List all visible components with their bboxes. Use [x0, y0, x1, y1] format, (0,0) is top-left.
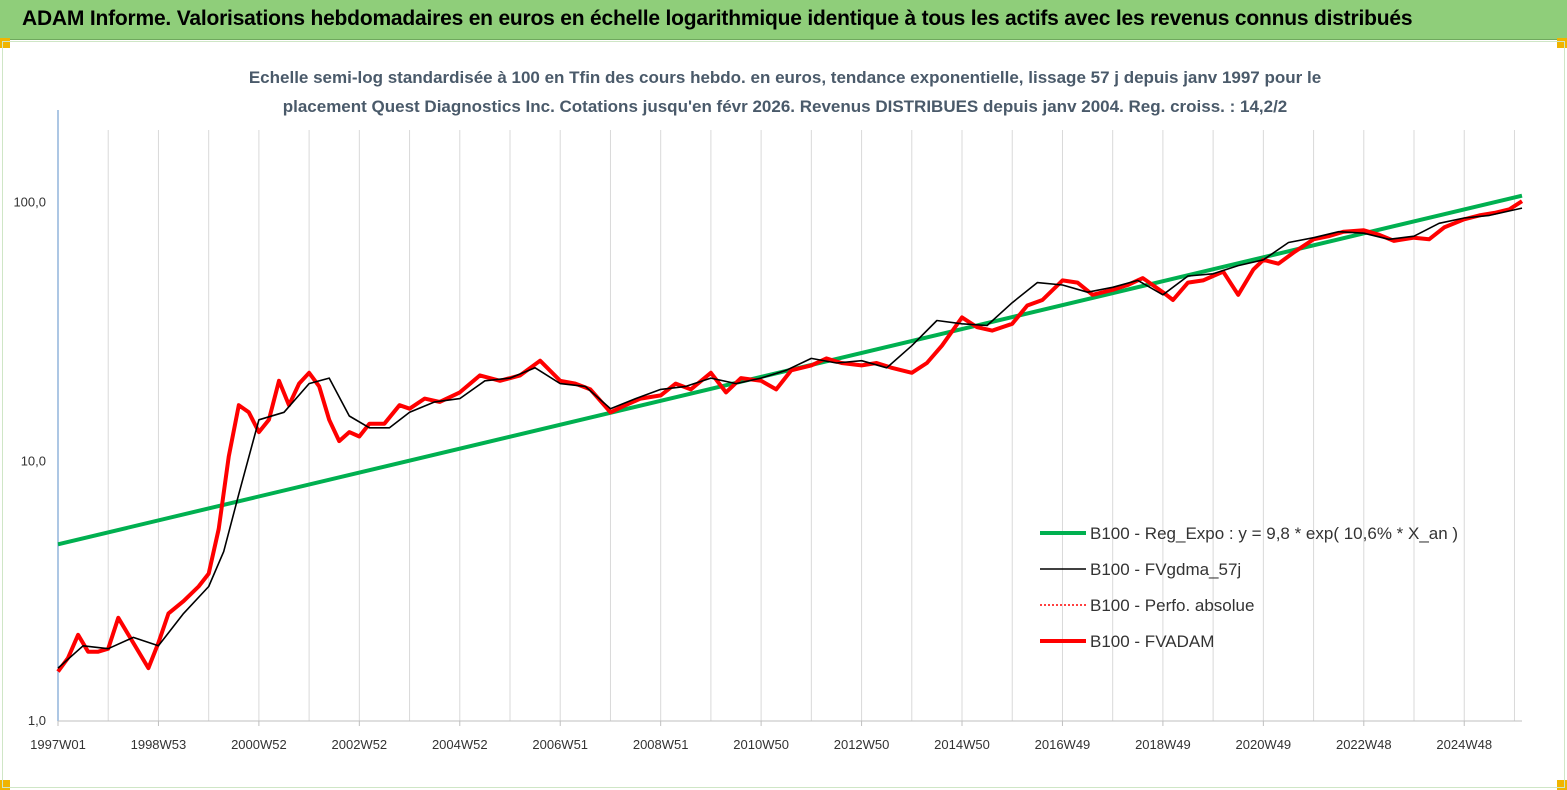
corner-marker-top-left — [0, 38, 10, 48]
series-line-3 — [56, 199, 1524, 673]
y-tick-label: 10,0 — [21, 454, 46, 469]
y-tick-label: 1,0 — [28, 713, 46, 728]
corner-marker-bottom-left — [0, 780, 10, 790]
x-tick-label: 2014W50 — [934, 737, 990, 752]
legend-label-3: B100 - FVADAM — [1090, 632, 1214, 651]
x-tick-label: 2020W49 — [1236, 737, 1292, 752]
corner-marker-top-right — [1557, 38, 1567, 48]
x-tick-label: 2006W51 — [532, 737, 588, 752]
x-tick-label: 2024W48 — [1436, 737, 1492, 752]
grid-lines — [57, 130, 1515, 721]
x-tick-label: 1997W01 — [30, 737, 86, 752]
x-tick-label: 2022W48 — [1336, 737, 1392, 752]
x-tick-label: 2000W52 — [231, 737, 287, 752]
x-tick-label: 2002W52 — [332, 737, 388, 752]
chart-title-line-1: Echelle semi-log standardisée à 100 en T… — [248, 68, 1322, 87]
x-tick-label: 2010W50 — [733, 737, 789, 752]
x-tick-label: 2016W49 — [1035, 737, 1091, 752]
x-tick-label: 2018W49 — [1135, 737, 1191, 752]
series-line-1 — [57, 207, 1523, 669]
chart-frame — [2, 41, 1565, 788]
x-tick-label: 2008W51 — [633, 737, 689, 752]
x-tick-label: 2012W50 — [834, 737, 890, 752]
page-title: ADAM Informe. Valorisations hebdomadaire… — [22, 7, 1413, 30]
header-banner: ADAM Informe. Valorisations hebdomadaire… — [0, 0, 1567, 40]
legend-label-2: B100 - Perfo. absolue — [1090, 596, 1254, 615]
series-layer — [56, 193, 1524, 673]
corner-marker-bottom-right — [1557, 780, 1567, 790]
chart-title-line-2: placement Quest Diagnostics Inc. Cotatio… — [282, 97, 1288, 116]
x-tick-label: 1998W53 — [131, 737, 187, 752]
legend-label-1: B100 - FVgdma_57j — [1090, 560, 1241, 579]
axes: 1,0 10,0 100,0 1997W01 1998W53 2000W52 2002W52… — [13, 110, 1522, 752]
legend: B100 - Reg_Expo : y = 9,8 * exp( 10,6% *… — [1040, 524, 1458, 651]
x-tick-label: 2004W52 — [432, 737, 488, 752]
y-tick-label: 100,0 — [13, 194, 46, 209]
legend-label-0: B100 - Reg_Expo : y = 9,8 * exp( 10,6% *… — [1090, 524, 1458, 543]
